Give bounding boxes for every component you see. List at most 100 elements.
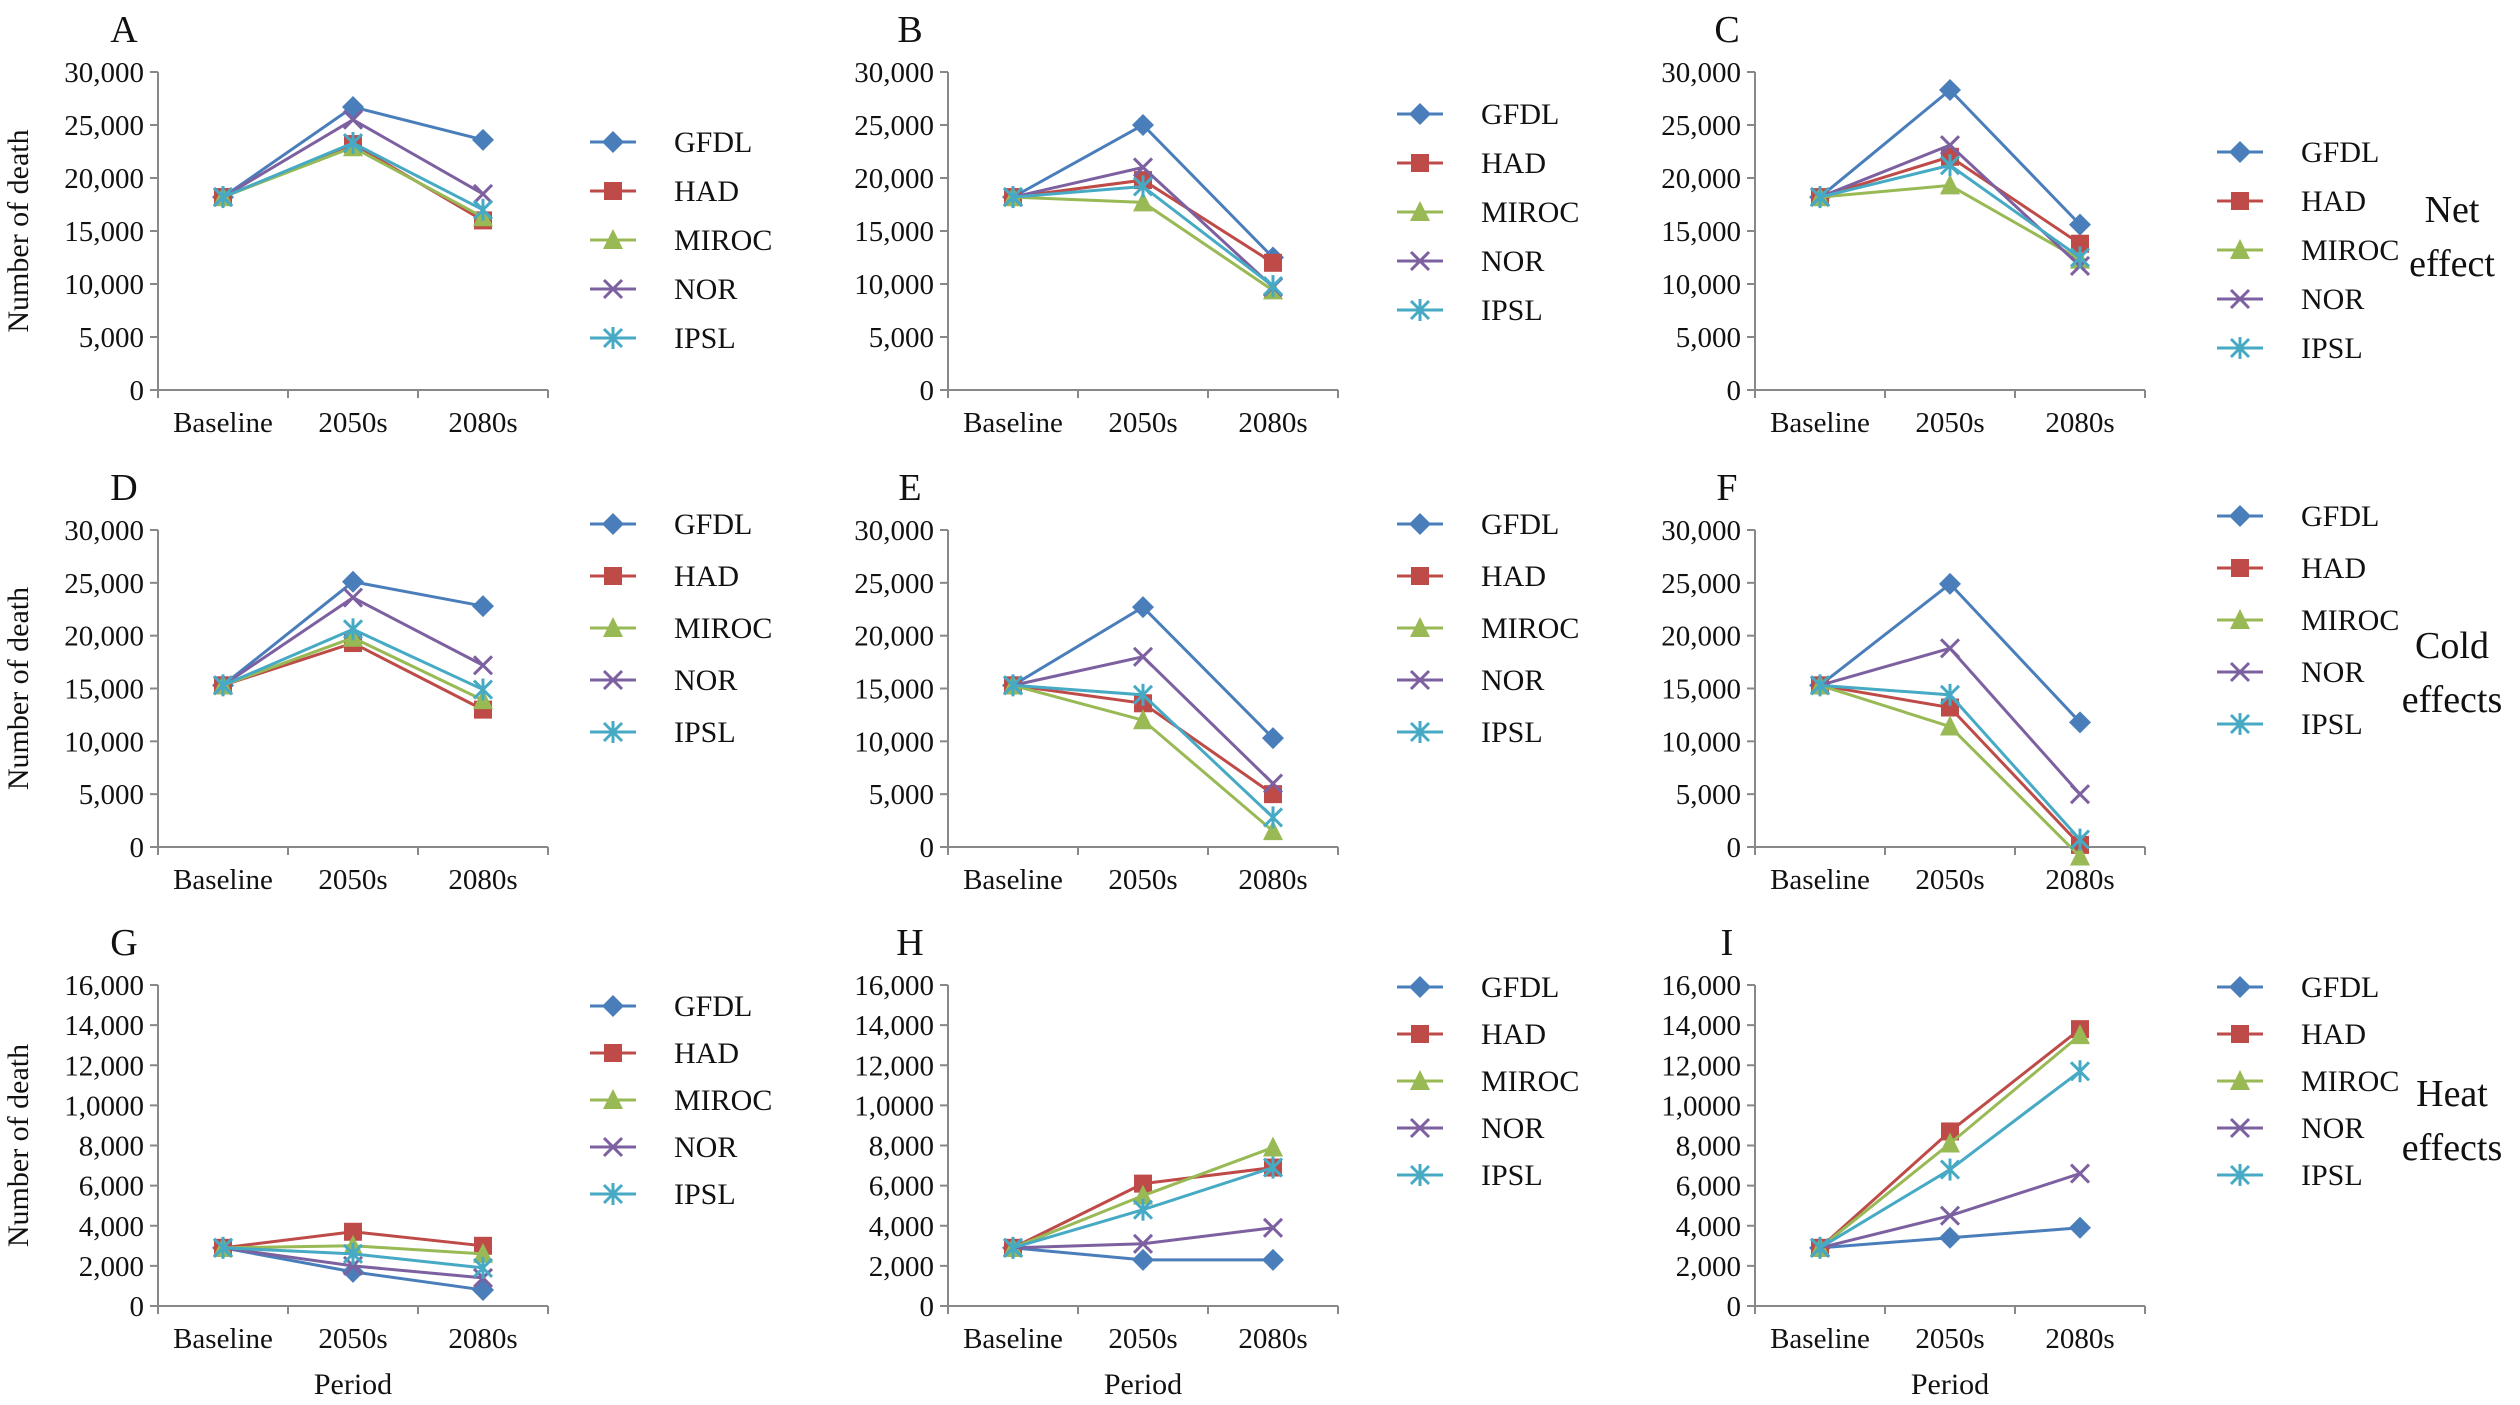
x-tick-label: Baseline — [963, 1323, 1063, 1355]
y-tick-label: 12,000 — [64, 1050, 144, 1082]
y-tick-label: 14,000 — [64, 1010, 144, 1042]
data-point-ipsl — [1262, 275, 1284, 298]
y-tick-label: 10,000 — [854, 269, 934, 301]
panel-a: A 0 5,000 10,000 15,000 20,000 25,000 30,000 Bas… — [2, 9, 772, 439]
data-point-ipsl — [1809, 186, 1831, 209]
panel-letter-b: B — [897, 9, 922, 51]
panel-e: E 0 5,000 10,000 15,000 20,000 25,000 30,000 Bas… — [854, 467, 1579, 896]
data-point-gfdl — [1132, 596, 1154, 619]
legend-marker-gfdl — [1409, 103, 1431, 125]
data-point-ipsl — [1939, 683, 1961, 706]
legend-label-miroc: MIROC — [2301, 604, 2399, 637]
legend-marker-gfdl — [2229, 976, 2251, 998]
legend-label-gfdl: GFDL — [1481, 971, 1559, 1004]
y-tick-label: 5,000 — [1676, 779, 1741, 811]
data-point-gfdl — [1262, 1248, 1284, 1271]
legend-label-ipsl: IPSL — [674, 1178, 736, 1211]
row-label-cold-line1: Cold — [2415, 625, 2489, 667]
legend-label-had: HAD — [674, 175, 739, 208]
legend-label-ipsl: IPSL — [1481, 1159, 1543, 1192]
data-point-miroc — [1940, 174, 1960, 195]
y-tick-label: 12,000 — [1661, 1050, 1741, 1082]
legend-label-miroc: MIROC — [2301, 1065, 2399, 1098]
legend-marker-miroc — [2230, 239, 2250, 259]
legend-label-nor: NOR — [1481, 1112, 1544, 1145]
legend: GFDL HAD MIROC NOR IPSL — [2217, 500, 2399, 741]
x-tick-label: Baseline — [963, 407, 1063, 439]
row-label-cold-line2: effects — [2402, 679, 2503, 721]
data-point-miroc — [2070, 845, 2090, 866]
legend-label-miroc: MIROC — [1481, 196, 1579, 229]
panel-letter-d: D — [110, 467, 137, 509]
legend-label-ipsl: IPSL — [2301, 708, 2363, 741]
legend-marker-gfdl — [602, 131, 624, 153]
legend-marker-gfdl — [2229, 505, 2251, 527]
data-point-nor — [472, 183, 494, 204]
legend-marker-ipsl — [602, 327, 624, 349]
data-point-ipsl — [342, 618, 364, 641]
data-point-ipsl — [342, 132, 364, 155]
data-point-gfdl — [472, 128, 494, 151]
legend-marker-ipsl — [2229, 1164, 2251, 1186]
y-tick-label: 0 — [130, 832, 145, 864]
y-tick-label: 8,000 — [79, 1131, 144, 1163]
y-tick-label: 0 — [1727, 832, 1742, 864]
legend-label-nor: NOR — [1481, 664, 1544, 697]
legend-marker-had — [2231, 559, 2249, 577]
y-tick-label: 4,000 — [869, 1211, 934, 1243]
legend-marker-had — [604, 1044, 622, 1062]
legend-marker-miroc — [1410, 617, 1430, 637]
legend-marker-nor — [1409, 250, 1431, 272]
data-point-ipsl — [1262, 806, 1284, 829]
y-tick-label: 5,000 — [79, 322, 144, 354]
data-point-nor — [2069, 784, 2091, 805]
data-point-miroc — [1133, 191, 1153, 212]
data-point-miroc — [1263, 1136, 1283, 1157]
data-point-gfdl — [1939, 79, 1961, 102]
series-line-miroc — [1819, 183, 2081, 261]
data-point-ipsl — [2069, 246, 2091, 269]
x-tick-label: 2050s — [318, 1323, 387, 1355]
y-tick-label: 5,000 — [79, 779, 144, 811]
data-point-nor — [1132, 1233, 1154, 1254]
data-point-ipsl — [1002, 186, 1024, 209]
legend-label-nor: NOR — [674, 273, 737, 306]
legend-label-gfdl: GFDL — [1481, 508, 1559, 541]
y-tick-label: 15,000 — [854, 216, 934, 248]
legend: GFDL HAD MIROC NOR IPSL — [590, 508, 772, 749]
data-point-miroc — [1940, 715, 1960, 736]
data-point-had — [1264, 253, 1282, 272]
y-tick-label: 6,000 — [79, 1171, 144, 1203]
data-point-ipsl — [1262, 1156, 1284, 1179]
x-tick-label: 2050s — [1915, 407, 1984, 439]
panel-letter-g: G — [110, 922, 137, 964]
y-tick-label: 10,000 — [854, 726, 934, 758]
legend-marker-gfdl — [1409, 513, 1431, 535]
legend-marker-nor — [1409, 1117, 1431, 1139]
y-tick-label: 16,000 — [64, 970, 144, 1002]
data-point-ipsl — [2069, 828, 2091, 851]
legend-label-had: HAD — [2301, 552, 2366, 585]
legend-label-gfdl: GFDL — [674, 126, 752, 159]
legend-marker-miroc — [2230, 1070, 2250, 1090]
legend-label-gfdl: GFDL — [2301, 136, 2379, 169]
legend: GFDL HAD MIROC NOR IPSL — [590, 990, 772, 1211]
data-point-ipsl — [212, 1236, 234, 1259]
y-tick-label: 15,000 — [64, 674, 144, 706]
data-point-had — [344, 1222, 362, 1241]
panel-letter-e: E — [898, 467, 921, 509]
data-point-miroc — [1263, 820, 1283, 841]
y-tick-label: 6,000 — [1676, 1171, 1741, 1203]
y-tick-label: 14,000 — [854, 1010, 934, 1042]
panel-letter-c: C — [1714, 9, 1739, 51]
panel-f: F 0 5,000 10,000 15,000 20,000 25,000 30,000 Bas… — [1661, 467, 2399, 896]
legend-marker-had — [2231, 1025, 2249, 1043]
legend-marker-had — [604, 567, 622, 585]
data-point-gfdl — [472, 595, 494, 618]
data-point-nor — [1132, 157, 1154, 178]
legend-marker-miroc — [603, 617, 623, 637]
y-tick-label: 5,000 — [869, 779, 934, 811]
x-tick-label: 2080s — [2045, 407, 2114, 439]
legend-marker-miroc — [1410, 201, 1430, 221]
